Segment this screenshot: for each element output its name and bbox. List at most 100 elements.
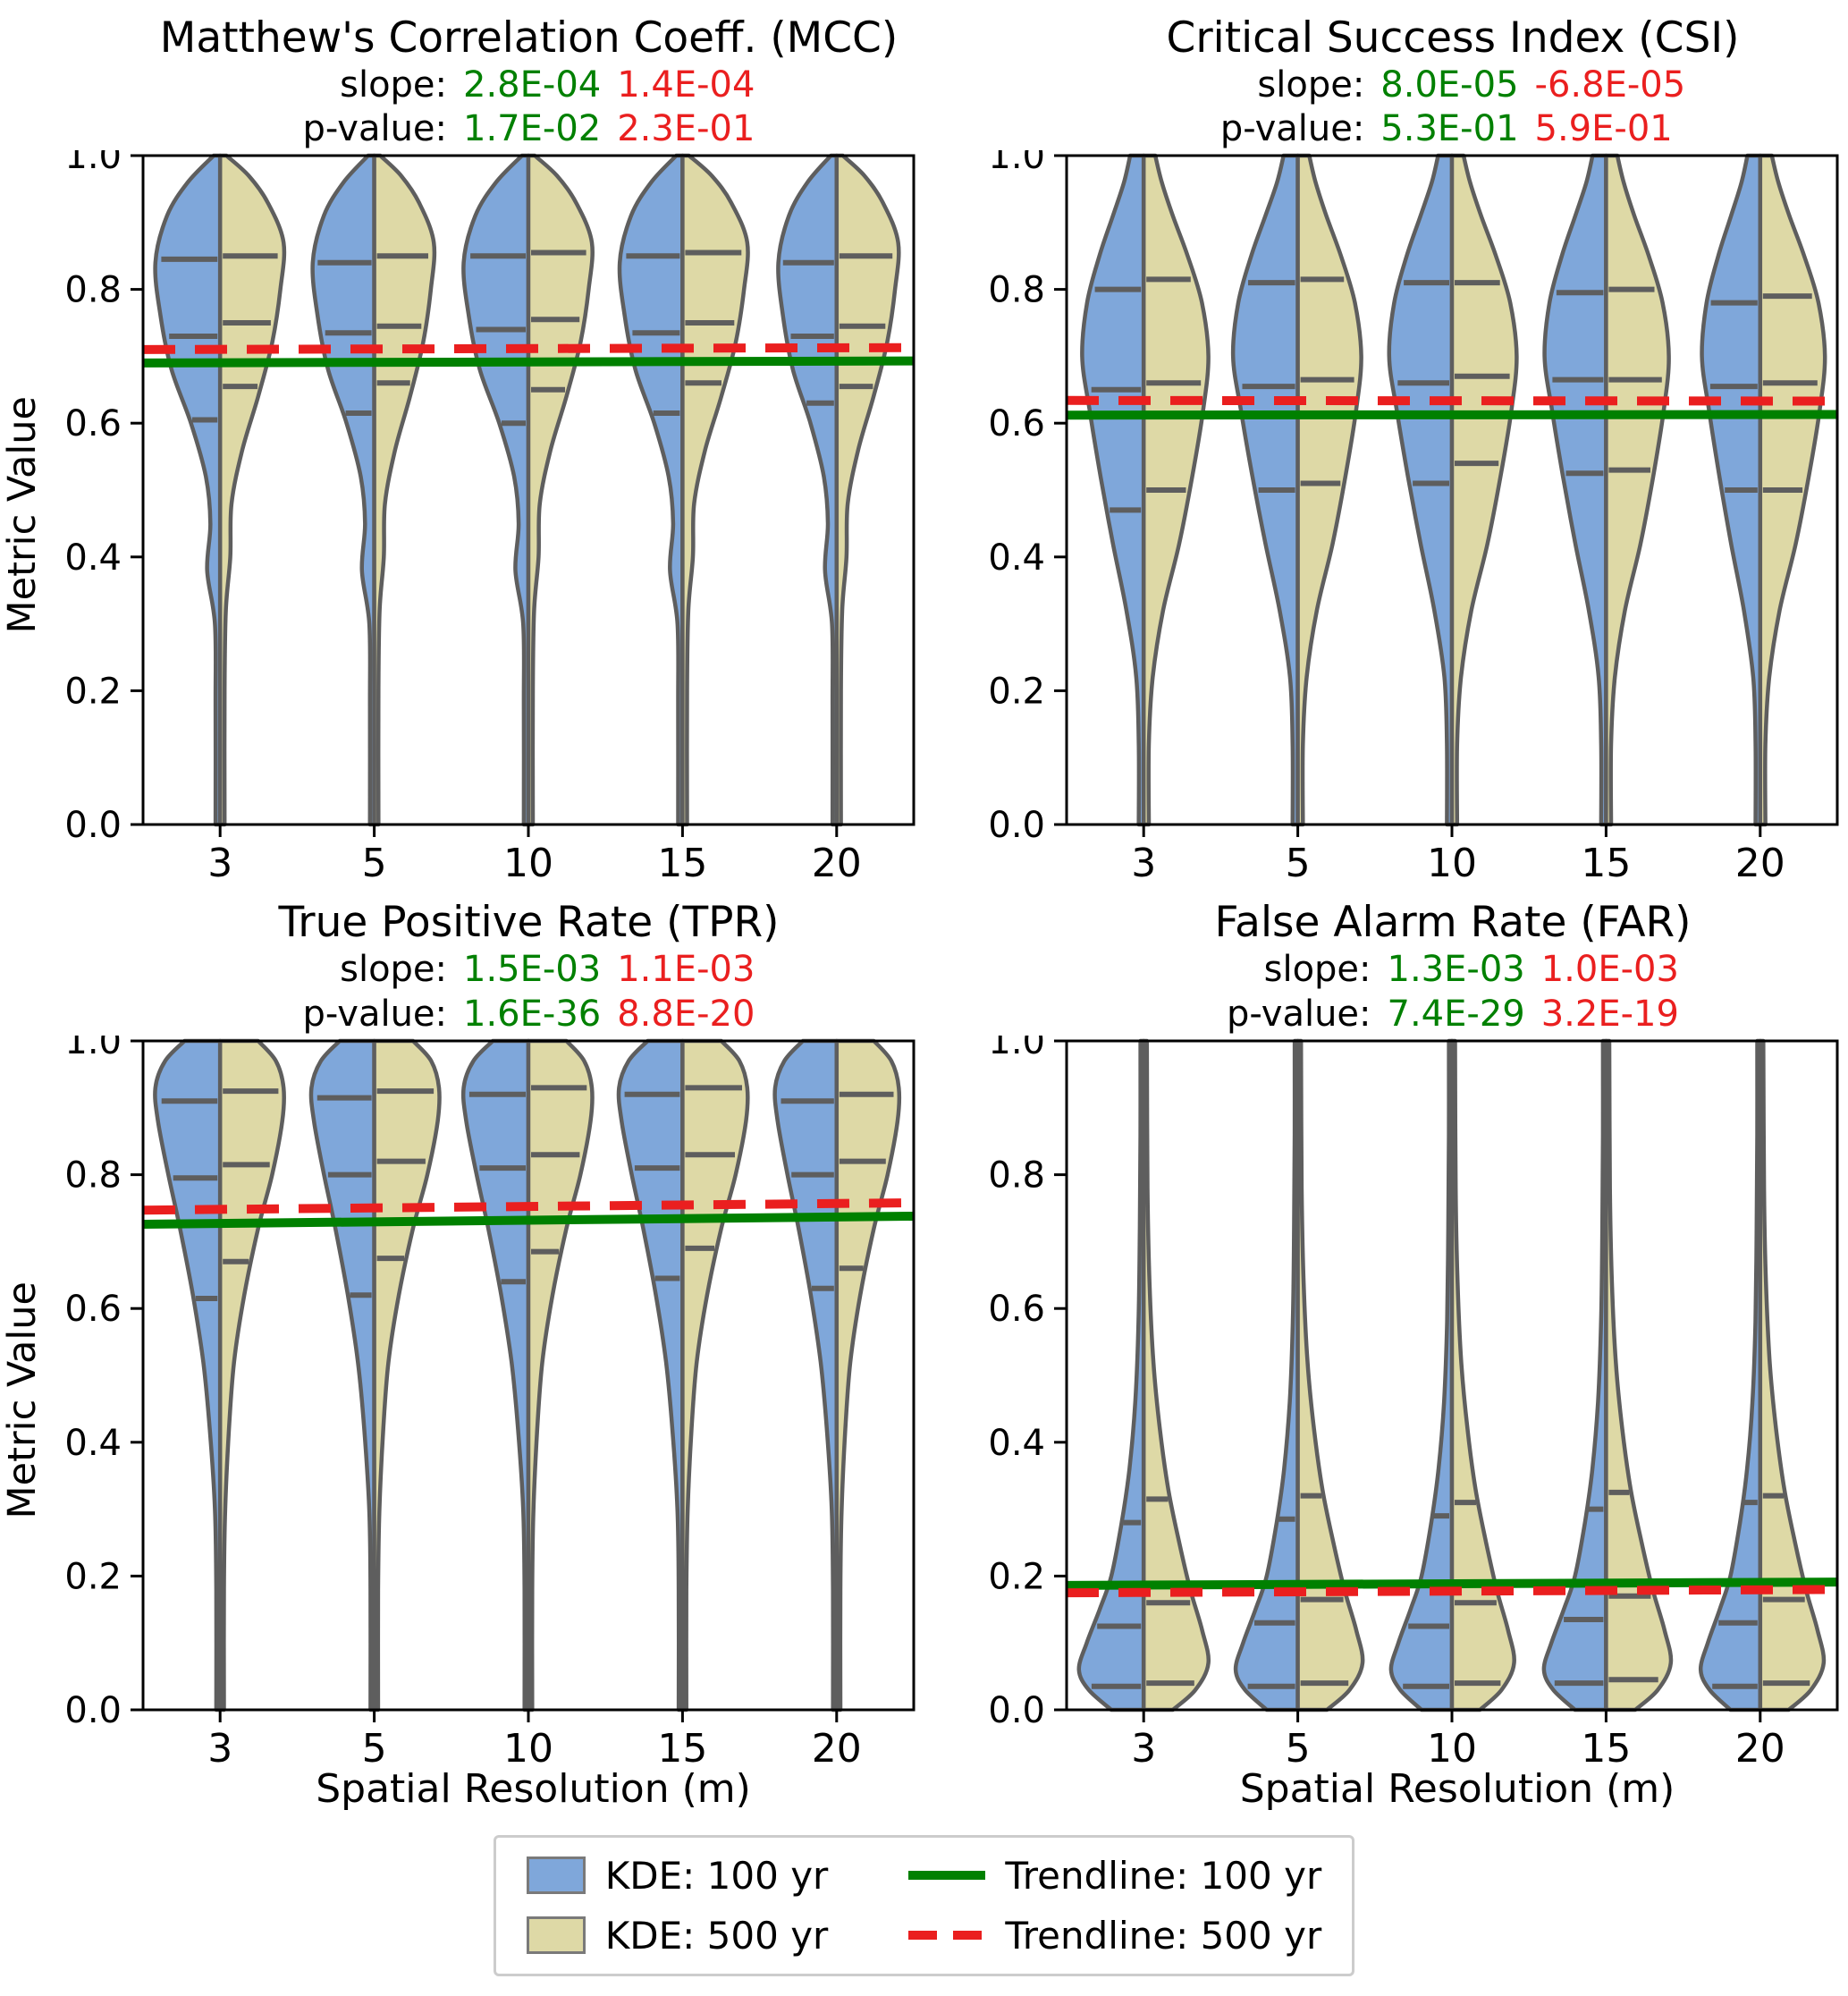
- svg-text:20: 20: [812, 841, 862, 879]
- x-axis-label: Spatial Resolution (m): [1239, 1765, 1675, 1812]
- figure: Matthew's Correlation Coeff. (MCC) slope…: [0, 5, 1848, 1812]
- svg-text:0.8: 0.8: [64, 1154, 122, 1196]
- svg-text:3: 3: [1131, 841, 1156, 879]
- svg-text:5: 5: [1286, 1726, 1311, 1764]
- pvalue-value-500yr: 5.9E-01: [1534, 108, 1673, 150]
- svg-text:0.2: 0.2: [64, 672, 122, 713]
- plot-area-tpr: Metric Value 0.0 0.2 0.4 0.6 0.8 1.0 3 5 10 15 20: [0, 1036, 924, 1764]
- pvalue-value-100yr: 1.7E-02: [463, 108, 602, 150]
- plot-area-mcc: Metric Value 0.0 0.2 0.4 0.6 0.8 1.0 3 5 10 15 20: [0, 150, 924, 879]
- pvalue-label: p-value:: [1219, 108, 1365, 150]
- pvalue-value-500yr: 2.3E-01: [617, 108, 755, 150]
- kde-500-swatch: [526, 1916, 586, 1955]
- x-axis-label: [0, 881, 924, 890]
- svg-text:1.0: 1.0: [988, 1036, 1045, 1062]
- slope-label: slope:: [340, 949, 448, 991]
- svg-text:3: 3: [1131, 1726, 1156, 1764]
- pvalue-label: p-value:: [302, 993, 448, 1035]
- svg-text:0.4: 0.4: [988, 537, 1045, 579]
- pvalue-value-100yr: 1.6E-36: [463, 993, 602, 1035]
- svg-text:0.4: 0.4: [64, 537, 122, 579]
- violin-plot-tpr: 0.0 0.2 0.4 0.6 0.8 1.0 3 5 10 15 20: [64, 1036, 916, 1764]
- slope-label: slope:: [340, 64, 448, 106]
- svg-text:5: 5: [362, 1726, 387, 1764]
- svg-text:10: 10: [1427, 1726, 1477, 1764]
- svg-text:0.0: 0.0: [64, 805, 122, 846]
- svg-text:0.8: 0.8: [988, 270, 1045, 311]
- svg-text:0.4: 0.4: [988, 1423, 1045, 1464]
- x-axis-label: [924, 881, 1848, 890]
- svg-text:5: 5: [1286, 841, 1311, 879]
- slope-value-500yr: 1.0E-03: [1540, 949, 1679, 991]
- slope-value-100yr: 1.3E-03: [1387, 949, 1525, 991]
- legend: KDE: 100 yr Trendline: 100 yr KDE: 500 y…: [493, 1834, 1355, 1976]
- legend-item-trendline-100: Trendline: 100 yr: [908, 1854, 1321, 1898]
- slope-value-100yr: 1.5E-03: [463, 949, 602, 991]
- svg-text:20: 20: [812, 1726, 862, 1764]
- svg-text:3: 3: [207, 1726, 232, 1764]
- svg-text:15: 15: [1581, 1726, 1631, 1764]
- slope-value-500yr: 1.4E-04: [617, 64, 755, 106]
- svg-text:10: 10: [503, 841, 553, 879]
- svg-text:1.0: 1.0: [988, 150, 1045, 177]
- legend-item-kde-100: KDE: 100 yr: [526, 1853, 829, 1898]
- legend-label-trendline-100: Trendline: 100 yr: [1005, 1853, 1322, 1898]
- panel-title-far: False Alarm Rate (FAR): [1214, 898, 1692, 948]
- panel-stats-mcc: slope: 2.8E-04 1.4E-04 p-value: 1.7E-02 …: [0, 64, 924, 150]
- slope-label: slope:: [1257, 64, 1365, 106]
- panel-title-csi: Critical Success Index (CSI): [1166, 13, 1740, 63]
- svg-text:5: 5: [362, 841, 387, 879]
- svg-text:0.4: 0.4: [64, 1423, 122, 1464]
- svg-text:15: 15: [1581, 841, 1631, 879]
- y-axis-label: Metric Value: [0, 396, 45, 634]
- slope-label: slope:: [1263, 949, 1371, 991]
- svg-text:0.0: 0.0: [988, 805, 1045, 846]
- violin-plot-far: 0.0 0.2 0.4 0.6 0.8 1.0 3 5 10 15 20: [988, 1036, 1839, 1764]
- svg-text:0.0: 0.0: [64, 1690, 122, 1731]
- panel-mcc: Matthew's Correlation Coeff. (MCC) slope…: [0, 5, 924, 890]
- y-axis-label: Metric Value: [0, 1281, 45, 1519]
- panel-stats-far: slope: 1.3E-03 1.0E-03 p-value: 7.4E-29 …: [924, 949, 1848, 1035]
- svg-text:1.0: 1.0: [64, 150, 122, 177]
- legend-label-trendline-500: Trendline: 500 yr: [1005, 1913, 1322, 1958]
- svg-text:0.0: 0.0: [988, 1690, 1045, 1731]
- panel-csi: Critical Success Index (CSI) slope: 8.0E…: [924, 5, 1848, 890]
- svg-text:20: 20: [1735, 1726, 1785, 1764]
- panel-stats-csi: slope: 8.0E-05 -6.8E-05 p-value: 5.3E-01…: [924, 64, 1848, 150]
- svg-text:10: 10: [503, 1726, 553, 1764]
- svg-text:0.6: 0.6: [988, 1289, 1045, 1330]
- svg-text:20: 20: [1735, 841, 1785, 879]
- pvalue-value-100yr: 5.3E-01: [1380, 108, 1519, 150]
- panel-stats-tpr: slope: 1.5E-03 1.1E-03 p-value: 1.6E-36 …: [0, 949, 924, 1035]
- svg-text:10: 10: [1427, 841, 1477, 879]
- legend-item-kde-500: KDE: 500 yr: [526, 1913, 829, 1958]
- panel-far: False Alarm Rate (FAR) slope: 1.3E-03 1.…: [924, 890, 1848, 1812]
- pvalue-label: p-value:: [1227, 993, 1371, 1035]
- pvalue-value-500yr: 8.8E-20: [617, 993, 755, 1035]
- svg-text:0.6: 0.6: [64, 404, 122, 445]
- panel-tpr: True Positive Rate (TPR) slope: 1.5E-03 …: [0, 890, 924, 1812]
- pvalue-value-500yr: 3.2E-19: [1540, 993, 1679, 1035]
- violin-plot-mcc: 0.0 0.2 0.4 0.6 0.8 1.0 3 5 10 15 20: [64, 150, 916, 879]
- svg-text:0.8: 0.8: [988, 1154, 1045, 1196]
- slope-value-100yr: 2.8E-04: [463, 64, 602, 106]
- slope-value-500yr: 1.1E-03: [617, 949, 755, 991]
- plot-area-far: 0.0 0.2 0.4 0.6 0.8 1.0 3 5 10 15 20: [924, 1036, 1848, 1764]
- svg-text:0.2: 0.2: [64, 1556, 122, 1597]
- x-axis-label: Spatial Resolution (m): [316, 1765, 751, 1812]
- svg-text:0.2: 0.2: [988, 672, 1045, 713]
- violin-plot-csi: 0.0 0.2 0.4 0.6 0.8 1.0 3 5 10 15 20: [988, 150, 1839, 879]
- svg-text:3: 3: [207, 841, 232, 879]
- svg-text:0.6: 0.6: [988, 404, 1045, 445]
- svg-text:0.8: 0.8: [64, 270, 122, 311]
- legend-label-kde-100: KDE: 100 yr: [604, 1853, 829, 1898]
- legend-item-trendline-500: Trendline: 500 yr: [908, 1914, 1321, 1958]
- pvalue-value-100yr: 7.4E-29: [1387, 993, 1525, 1035]
- plot-area-csi: 0.0 0.2 0.4 0.6 0.8 1.0 3 5 10 15 20: [924, 150, 1848, 879]
- svg-text:15: 15: [657, 841, 707, 879]
- svg-text:0.2: 0.2: [988, 1556, 1045, 1597]
- panel-title-mcc: Matthew's Correlation Coeff. (MCC): [159, 13, 899, 63]
- legend-label-kde-500: KDE: 500 yr: [604, 1913, 829, 1958]
- trendline-500-swatch: [908, 1931, 986, 1941]
- pvalue-label: p-value:: [302, 108, 448, 150]
